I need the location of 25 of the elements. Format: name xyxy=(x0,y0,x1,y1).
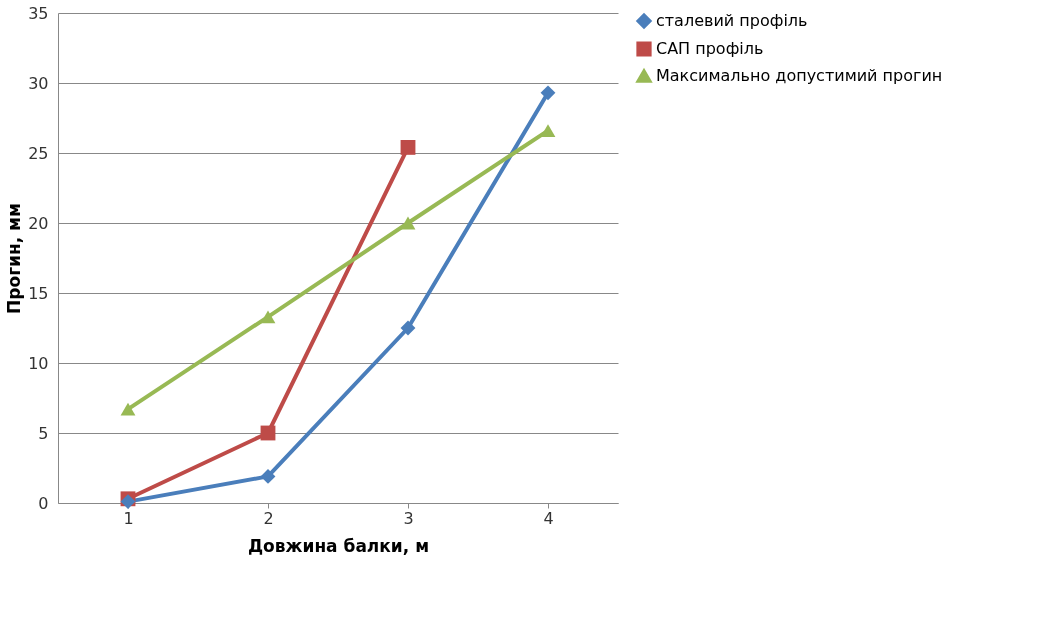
point xyxy=(260,310,276,324)
point xyxy=(120,402,136,416)
x-tick-label: 2 xyxy=(263,508,274,528)
y-tick-label: 0 xyxy=(38,493,49,513)
legend-label: Максимально допустимий прогин xyxy=(656,66,943,85)
point xyxy=(400,320,416,336)
point xyxy=(260,468,276,484)
point xyxy=(400,216,416,230)
y-tick-label: 25 xyxy=(28,143,49,163)
legend-label: сталевий профіль xyxy=(656,11,808,30)
point xyxy=(400,139,416,155)
y-tick-label: 35 xyxy=(28,3,49,23)
x-tick-label: 4 xyxy=(543,508,554,528)
y-tick-label: 5 xyxy=(38,423,49,443)
x-tick-label: 3 xyxy=(403,508,414,528)
y-tick-label: 30 xyxy=(28,73,49,93)
x-axis-title: Довжина балки, м xyxy=(247,535,430,556)
y-tick-label: 10 xyxy=(28,353,49,373)
x-tick-label: 1 xyxy=(123,508,134,528)
legend-label: САП профіль xyxy=(656,39,764,58)
point xyxy=(540,124,556,138)
y-tick-label: 15 xyxy=(28,283,49,303)
point xyxy=(540,85,556,101)
y-tick-label: 20 xyxy=(28,213,49,233)
y-axis-title: Прогин, мм xyxy=(4,203,25,314)
